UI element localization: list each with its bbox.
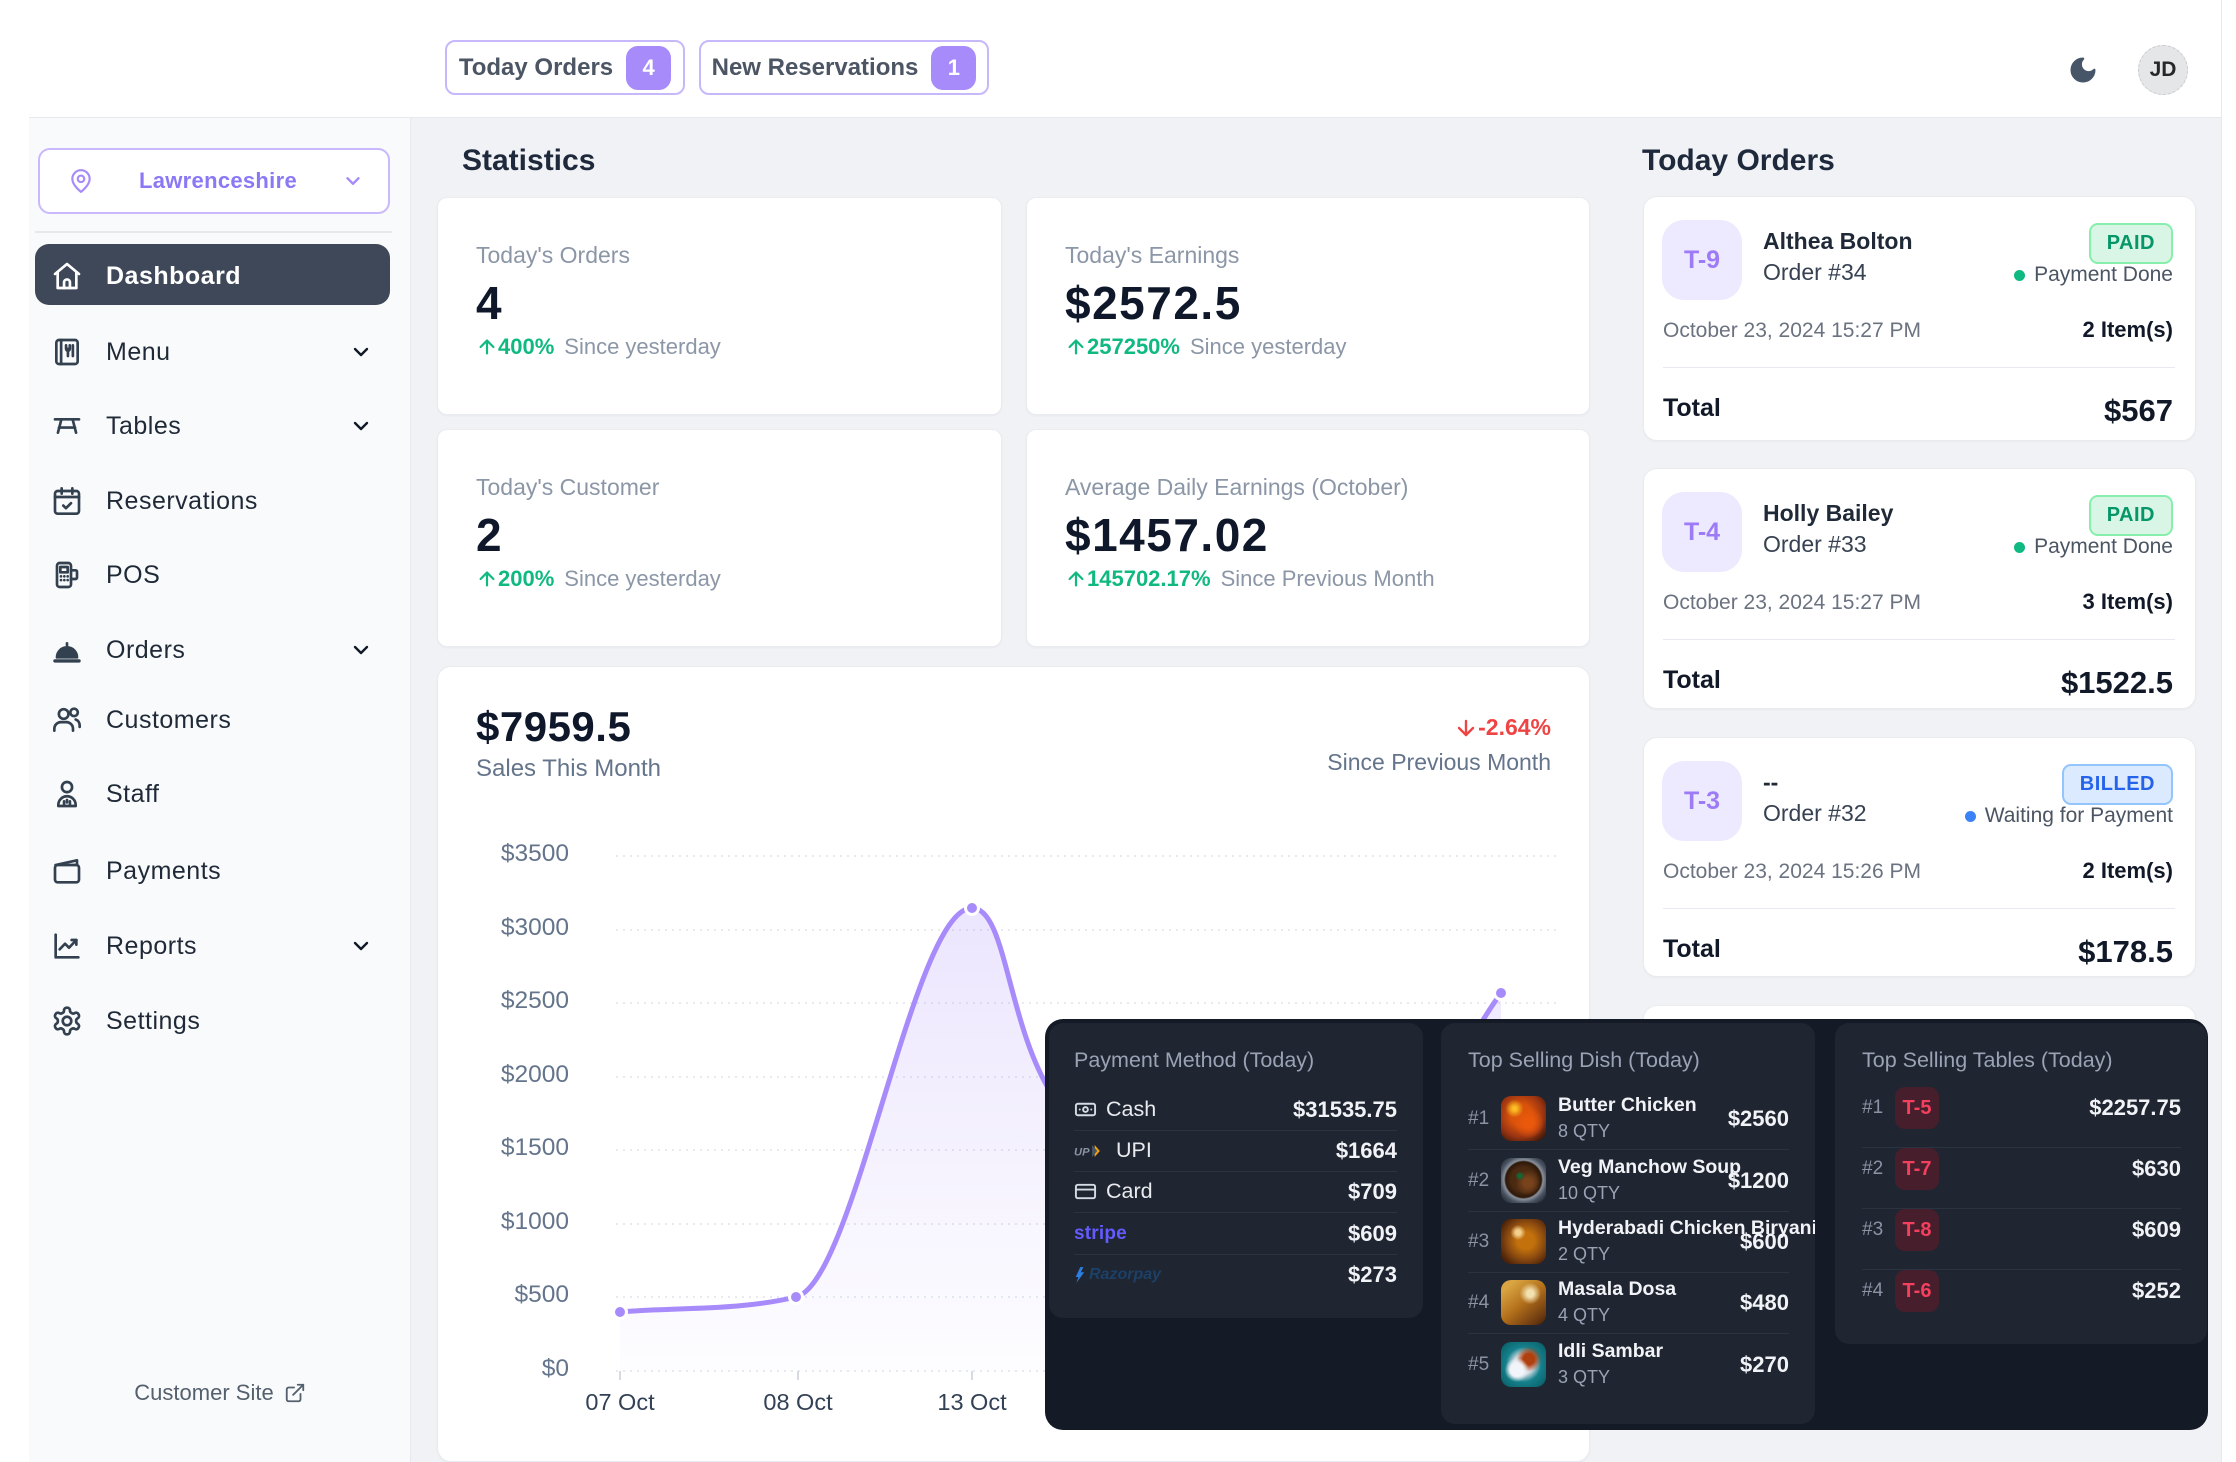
svg-text:UP: UP xyxy=(1074,1146,1090,1158)
